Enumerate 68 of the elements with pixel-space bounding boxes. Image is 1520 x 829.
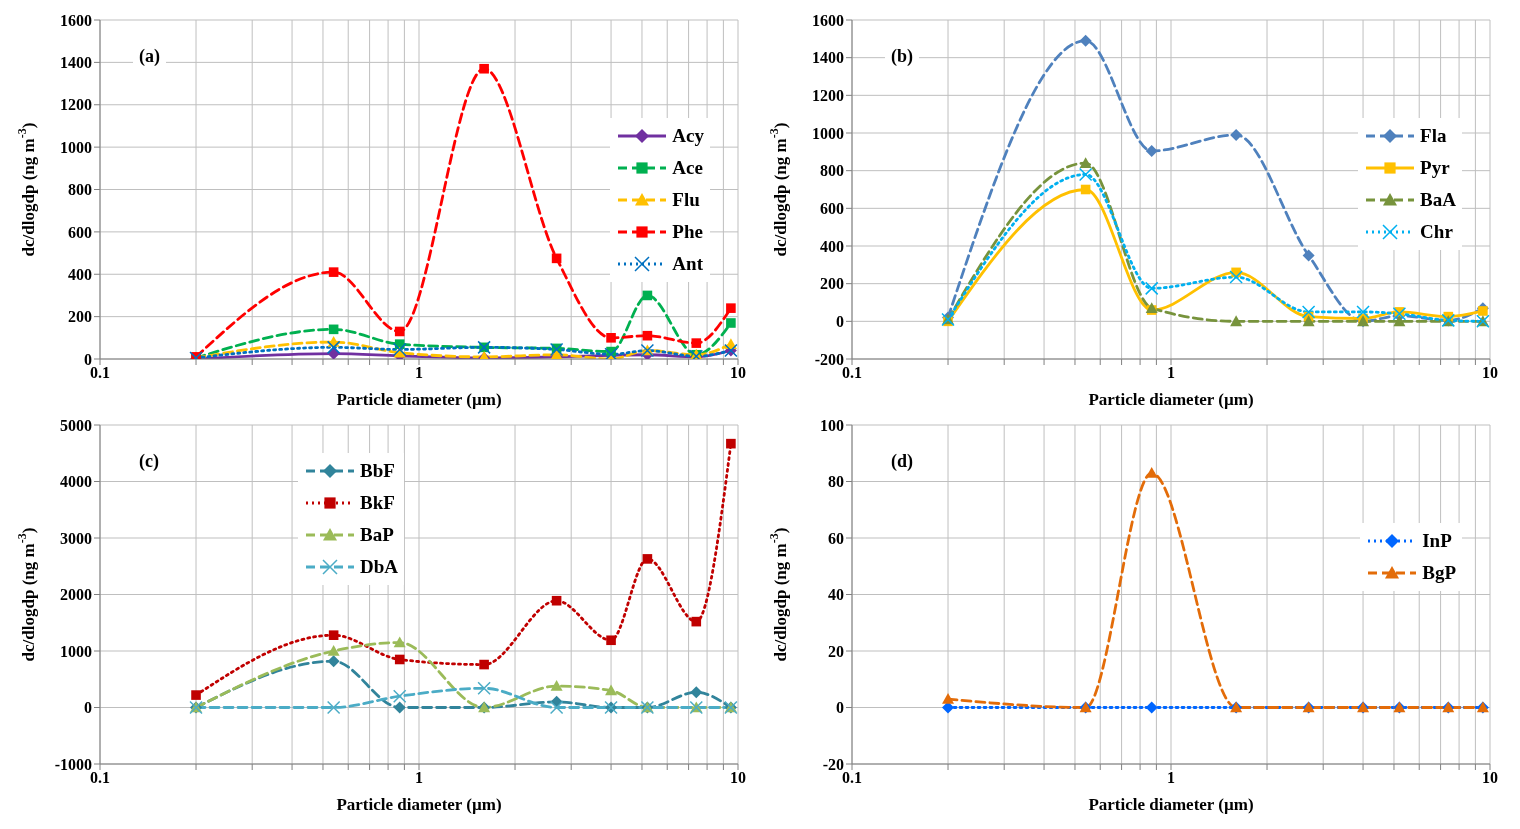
y-tick-label: 600	[820, 200, 844, 218]
y-tick-label: 40	[828, 586, 844, 604]
x-tick-label: 1	[415, 769, 423, 787]
legend-label: DbA	[360, 556, 399, 578]
legend-label: BkF	[360, 492, 395, 514]
legend-label: Chr	[1420, 221, 1453, 243]
y-tick-label: 200	[68, 308, 92, 326]
y-tick-label: 4000	[60, 473, 92, 491]
y-tick-label: 100	[820, 416, 844, 434]
legend-label: Acy	[672, 125, 704, 147]
y-tick-label: 800	[820, 162, 844, 180]
y-tick-label: -200	[814, 350, 844, 368]
annotation: (a)	[133, 46, 166, 67]
y-tick-label: 1400	[812, 49, 844, 67]
x-tick-label: 10	[1482, 769, 1498, 787]
legend-label: Flu	[672, 189, 700, 211]
y-tick-label: 1000	[60, 138, 92, 156]
legend-label: BbF	[360, 460, 395, 482]
y-tick-label: 1600	[812, 11, 844, 29]
x-tick-label: 1	[1167, 769, 1175, 787]
y-tick-label: 1000	[812, 124, 844, 142]
y-tick-label: 0	[84, 699, 92, 717]
legend-label: BaA	[1420, 189, 1456, 211]
y-tick-label: 1000	[60, 642, 92, 660]
y-tick-label: 400	[68, 265, 92, 283]
y-tick-label: 1200	[60, 96, 92, 114]
y-tick-label: 800	[68, 181, 92, 199]
y-tick-label: 20	[828, 642, 844, 660]
y-tick-label: -1000	[54, 755, 92, 773]
legend-label: BgP	[1422, 562, 1456, 584]
x-tick-label: 0.1	[90, 364, 110, 382]
x-tick-label: 1	[1167, 364, 1175, 382]
legend-label: InP	[1422, 530, 1452, 552]
legend-label: Phe	[672, 221, 703, 243]
y-tick-label: 3000	[60, 529, 92, 547]
x-tick-label: 10	[730, 769, 746, 787]
y-tick-label: 0	[836, 313, 844, 331]
x-axis-title: Particle diameter (µm)	[336, 390, 502, 409]
legend-label: BaP	[360, 524, 394, 546]
x-axis-title: Particle diameter (µm)	[1088, 390, 1254, 409]
y-tick-label: 0	[84, 350, 92, 368]
x-tick-label: 10	[730, 364, 746, 382]
annotation: (b)	[885, 46, 919, 67]
y-tick-label: 1400	[60, 54, 92, 72]
y-tick-label: 200	[820, 275, 844, 293]
legend-label: Fla	[1420, 125, 1447, 147]
y-tick-label: 0	[836, 699, 844, 717]
x-tick-label: 0.1	[842, 364, 862, 382]
y-tick-label: 5000	[60, 416, 92, 434]
y-tick-label: 1200	[812, 87, 844, 105]
y-tick-label: -20	[822, 755, 844, 773]
y-tick-label: 2000	[60, 586, 92, 604]
x-tick-label: 1	[415, 364, 423, 382]
legend-label: Ant	[672, 253, 703, 275]
annotation: (d)	[885, 451, 919, 472]
x-axis-title: Particle diameter (µm)	[336, 795, 502, 814]
legend-label: Pyr	[1420, 157, 1450, 179]
x-tick-label: 0.1	[842, 769, 862, 787]
x-tick-label: 10	[1482, 364, 1498, 382]
x-axis-title: Particle diameter (µm)	[1088, 795, 1254, 814]
y-tick-label: 60	[828, 529, 844, 547]
y-tick-label: 400	[820, 237, 844, 255]
legend-label: Ace	[672, 157, 703, 179]
x-tick-label: 0.1	[90, 769, 110, 787]
y-tick-label: 600	[68, 223, 92, 241]
y-tick-label: 1600	[60, 11, 92, 29]
annotation: (c)	[133, 451, 165, 472]
y-tick-label: 80	[828, 473, 844, 491]
